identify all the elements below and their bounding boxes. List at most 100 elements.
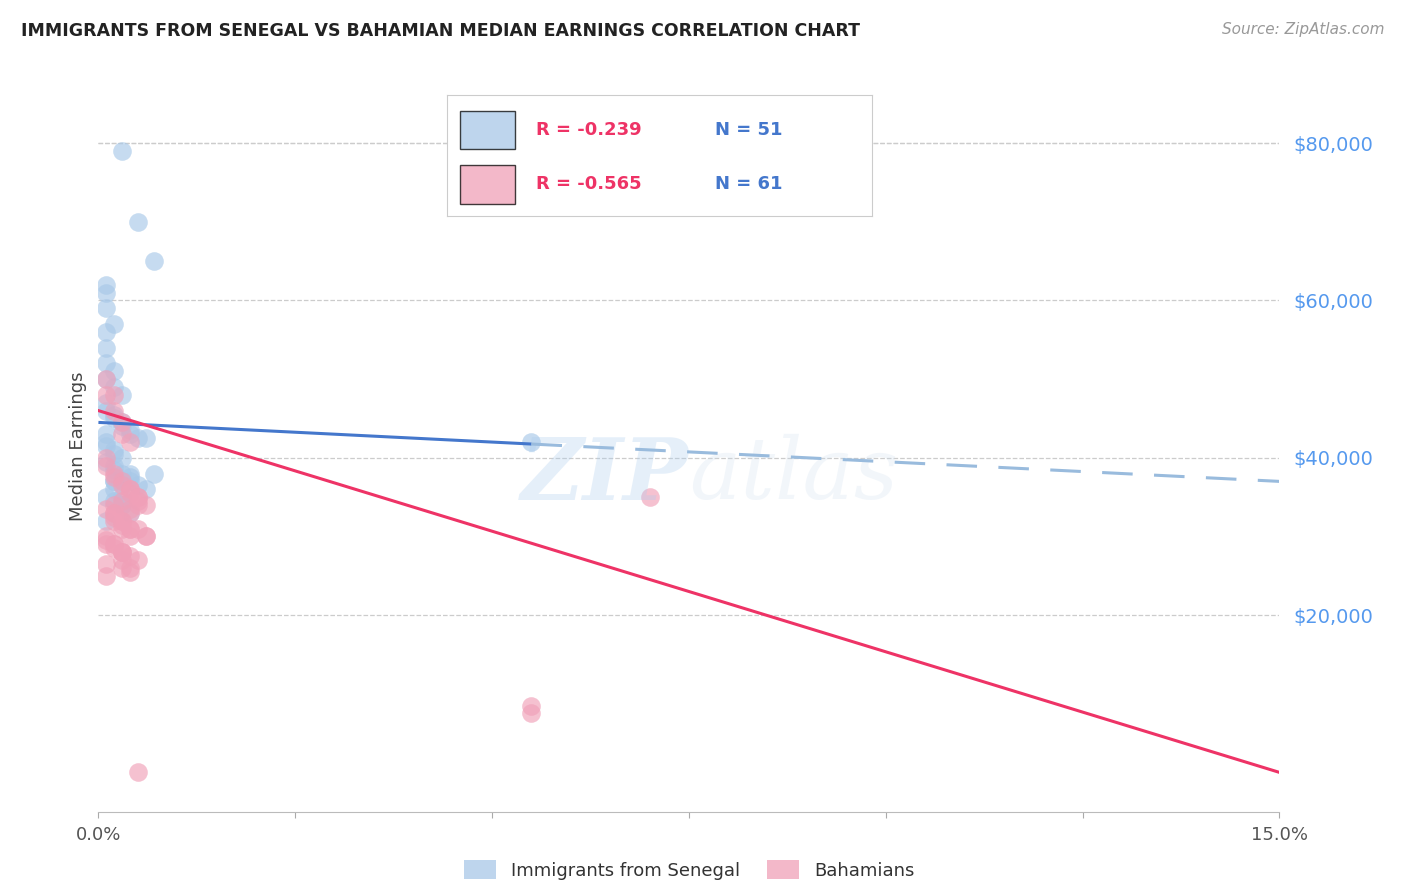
Point [96, 435, 118, 450]
Point [96, 341, 118, 355]
Text: Source: ZipAtlas.com: Source: ZipAtlas.com [1222, 22, 1385, 37]
Point [135, 482, 157, 496]
Point [103, 506, 125, 520]
Point [118, 486, 141, 500]
Point [638, 490, 661, 504]
Point [111, 427, 134, 442]
Point [103, 506, 125, 520]
Point [111, 522, 134, 536]
Point [103, 403, 125, 417]
Point [118, 423, 141, 437]
Point [103, 364, 125, 378]
Point [111, 494, 134, 508]
Point [103, 482, 125, 496]
Point [96, 396, 118, 410]
Point [96, 490, 118, 504]
Point [96, 458, 118, 473]
Point [96, 568, 118, 582]
Point [118, 482, 141, 496]
Point [103, 380, 125, 394]
Point [142, 254, 165, 268]
Point [127, 522, 149, 536]
Point [118, 522, 141, 536]
Point [103, 541, 125, 556]
Point [111, 419, 134, 434]
Legend: Immigrants from Senegal, Bahamians: Immigrants from Senegal, Bahamians [457, 853, 921, 887]
Point [96, 403, 118, 417]
Point [103, 475, 125, 489]
Point [103, 462, 125, 476]
Point [96, 455, 118, 469]
Point [118, 561, 141, 575]
Point [118, 529, 141, 543]
Point [103, 408, 125, 422]
Point [127, 490, 149, 504]
Point [520, 435, 543, 450]
Point [118, 475, 141, 489]
Point [118, 427, 141, 442]
Point [96, 427, 118, 442]
Point [118, 506, 141, 520]
Point [111, 416, 134, 430]
Point [135, 431, 157, 445]
Point [111, 545, 134, 559]
Point [111, 467, 134, 481]
Point [96, 356, 118, 370]
Point [96, 325, 118, 339]
Point [103, 388, 125, 402]
Point [127, 494, 149, 508]
Point [96, 502, 118, 516]
Point [111, 388, 134, 402]
Point [118, 482, 141, 496]
Point [142, 467, 165, 481]
Point [96, 277, 118, 292]
Y-axis label: Median Earnings: Median Earnings [69, 371, 87, 521]
Point [96, 533, 118, 548]
Point [520, 706, 543, 721]
Point [103, 537, 125, 551]
Point [111, 545, 134, 559]
Point [111, 514, 134, 528]
Point [135, 529, 157, 543]
Point [111, 517, 134, 532]
Point [118, 506, 141, 520]
Point [103, 467, 125, 481]
Point [111, 490, 134, 504]
Point [135, 529, 157, 543]
Point [96, 372, 118, 386]
Point [118, 522, 141, 536]
Point [111, 144, 134, 158]
Point [103, 447, 125, 461]
Point [103, 514, 125, 528]
Point [111, 450, 134, 465]
Point [103, 458, 125, 473]
Text: ZIP: ZIP [522, 434, 689, 517]
Text: IMMIGRANTS FROM SENEGAL VS BAHAMIAN MEDIAN EARNINGS CORRELATION CHART: IMMIGRANTS FROM SENEGAL VS BAHAMIAN MEDI… [21, 22, 860, 40]
Point [96, 388, 118, 402]
Point [127, 490, 149, 504]
Point [96, 557, 118, 571]
Point [111, 498, 134, 512]
Point [520, 698, 543, 713]
Point [111, 545, 134, 559]
Point [127, 478, 149, 492]
Point [118, 565, 141, 579]
Point [135, 498, 157, 512]
Point [96, 301, 118, 316]
Point [96, 529, 118, 543]
Point [127, 215, 149, 229]
Point [118, 470, 141, 484]
Point [111, 514, 134, 528]
Point [127, 765, 149, 780]
Point [111, 553, 134, 567]
Point [96, 514, 118, 528]
Point [118, 502, 141, 516]
Point [103, 494, 125, 508]
Point [96, 372, 118, 386]
Point [103, 442, 125, 457]
Point [111, 475, 134, 489]
Point [118, 435, 141, 450]
Point [103, 537, 125, 551]
Point [127, 553, 149, 567]
Text: atlas: atlas [689, 434, 898, 516]
